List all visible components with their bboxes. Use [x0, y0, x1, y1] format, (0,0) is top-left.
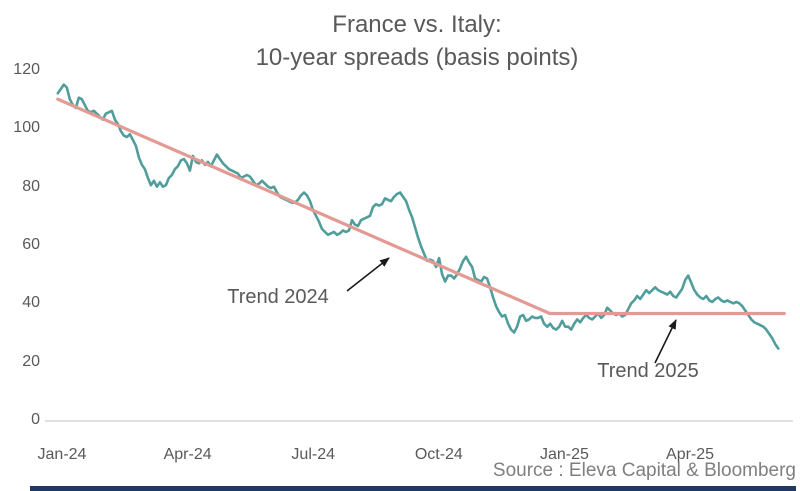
- trend-2024-arrow: [346, 257, 390, 292]
- x-axis-label-Jan-24: Jan-24: [37, 446, 87, 463]
- chart-title-line1: France vs. Italy:: [332, 11, 502, 38]
- chart-title: France vs. Italy: 10-year spreads (basis…: [34, 8, 800, 74]
- y-axis-label-0: 0: [31, 411, 40, 428]
- y-axis-label-120: 120: [13, 60, 40, 78]
- source-note: Source : Eleva Capital & Bloomberg: [492, 460, 796, 481]
- y-axis-label-100: 100: [13, 119, 40, 137]
- chart-title-line2: 10-year spreads (basis points): [255, 44, 579, 71]
- series-line-spread: [56, 83, 780, 350]
- y-axis-label-60: 60: [22, 235, 40, 253]
- bottom-bar: [30, 486, 796, 491]
- x-axis-label-Apr-24: Apr-24: [163, 446, 212, 463]
- trend-line-2024: [56, 97, 552, 316]
- annotation-trend-2025: Trend 2025: [597, 360, 699, 382]
- y-axis-label-40: 40: [22, 294, 40, 312]
- trend-2025-arrow: [654, 319, 677, 364]
- x-axis-label-Apr-25: Apr-25: [666, 446, 715, 463]
- y-axis-label-80: 80: [22, 177, 40, 195]
- x-axis-label-Jul-24: Jul-24: [291, 446, 335, 463]
- x-axis-label-Jan-25: Jan-25: [539, 446, 589, 463]
- x-axis-label-Oct-24: Oct-24: [414, 446, 463, 463]
- annotation-trend-2024: Trend 2024: [227, 286, 329, 308]
- y-axis-label-20: 20: [22, 352, 40, 370]
